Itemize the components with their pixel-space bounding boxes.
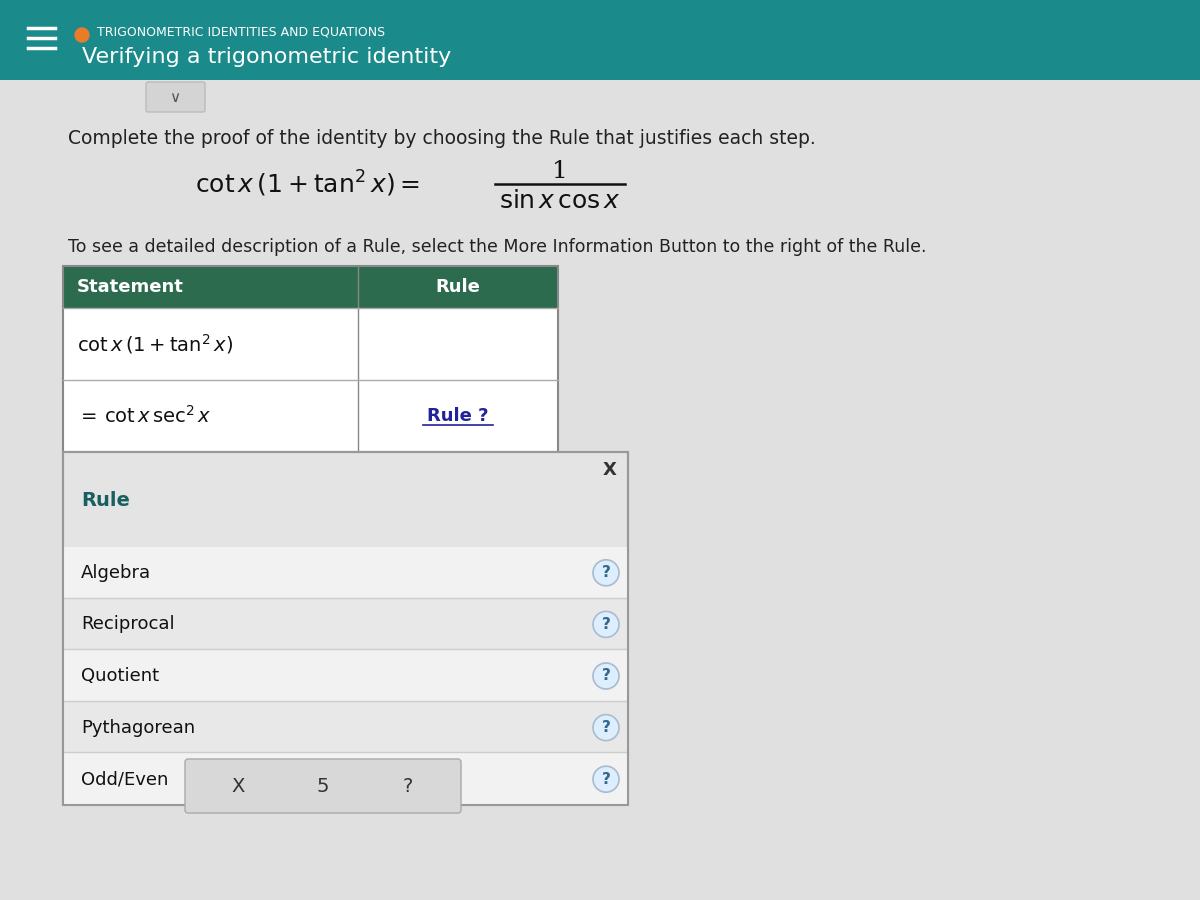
Text: Verifying a trigonometric identity: Verifying a trigonometric identity	[82, 47, 451, 67]
Text: X: X	[604, 461, 617, 479]
Text: 1: 1	[552, 159, 568, 183]
FancyBboxPatch shape	[64, 266, 558, 308]
FancyBboxPatch shape	[64, 308, 558, 380]
Text: $\mathrm{cot}\,x\,(1+\tan^2 x) =$: $\mathrm{cot}\,x\,(1+\tan^2 x) =$	[194, 169, 420, 199]
Text: $\sin x\,\cos x$: $\sin x\,\cos x$	[499, 190, 620, 212]
FancyBboxPatch shape	[64, 650, 628, 701]
FancyBboxPatch shape	[64, 547, 628, 598]
Text: $=\,\mathrm{cot}\,x\,\sec^2 x$: $=\,\mathrm{cot}\,x\,\sec^2 x$	[77, 405, 211, 427]
Text: Pythagorean: Pythagorean	[82, 718, 196, 736]
Text: ∨: ∨	[169, 89, 180, 104]
Circle shape	[593, 766, 619, 792]
Text: Rule: Rule	[82, 491, 130, 509]
Text: 5: 5	[317, 777, 329, 796]
Text: $\mathrm{cot}\,x\,(1+\tan^2 x)$: $\mathrm{cot}\,x\,(1+\tan^2 x)$	[77, 332, 233, 356]
Text: Rule ?: Rule ?	[427, 407, 488, 425]
Text: ?: ?	[601, 669, 611, 683]
Text: ?: ?	[601, 565, 611, 581]
FancyBboxPatch shape	[185, 759, 461, 813]
Text: ?: ?	[601, 771, 611, 787]
Text: Odd/Even: Odd/Even	[82, 770, 168, 788]
Text: Statement: Statement	[77, 278, 184, 296]
Text: TRIGONOMETRIC IDENTITIES AND EQUATIONS: TRIGONOMETRIC IDENTITIES AND EQUATIONS	[97, 25, 385, 39]
Text: Rule: Rule	[436, 278, 480, 296]
Text: Quotient: Quotient	[82, 667, 160, 685]
Text: ?: ?	[601, 616, 611, 632]
Circle shape	[593, 611, 619, 637]
Circle shape	[593, 715, 619, 741]
FancyBboxPatch shape	[0, 80, 1200, 900]
FancyBboxPatch shape	[64, 380, 558, 452]
Circle shape	[74, 28, 89, 42]
FancyBboxPatch shape	[64, 452, 628, 805]
Text: X: X	[232, 777, 245, 796]
Text: Algebra: Algebra	[82, 563, 151, 581]
FancyBboxPatch shape	[64, 702, 628, 752]
Circle shape	[593, 663, 619, 689]
Text: To see a detailed description of a Rule, select the More Information Button to t: To see a detailed description of a Rule,…	[68, 238, 926, 256]
Circle shape	[593, 560, 619, 586]
FancyBboxPatch shape	[64, 598, 628, 649]
Text: Complete the proof of the identity by choosing the Rule that justifies each step: Complete the proof of the identity by ch…	[68, 129, 816, 148]
FancyBboxPatch shape	[146, 82, 205, 112]
Text: Reciprocal: Reciprocal	[82, 616, 175, 634]
Text: ?: ?	[403, 777, 413, 796]
Text: ?: ?	[601, 720, 611, 735]
FancyBboxPatch shape	[0, 0, 1200, 80]
FancyBboxPatch shape	[64, 753, 628, 804]
